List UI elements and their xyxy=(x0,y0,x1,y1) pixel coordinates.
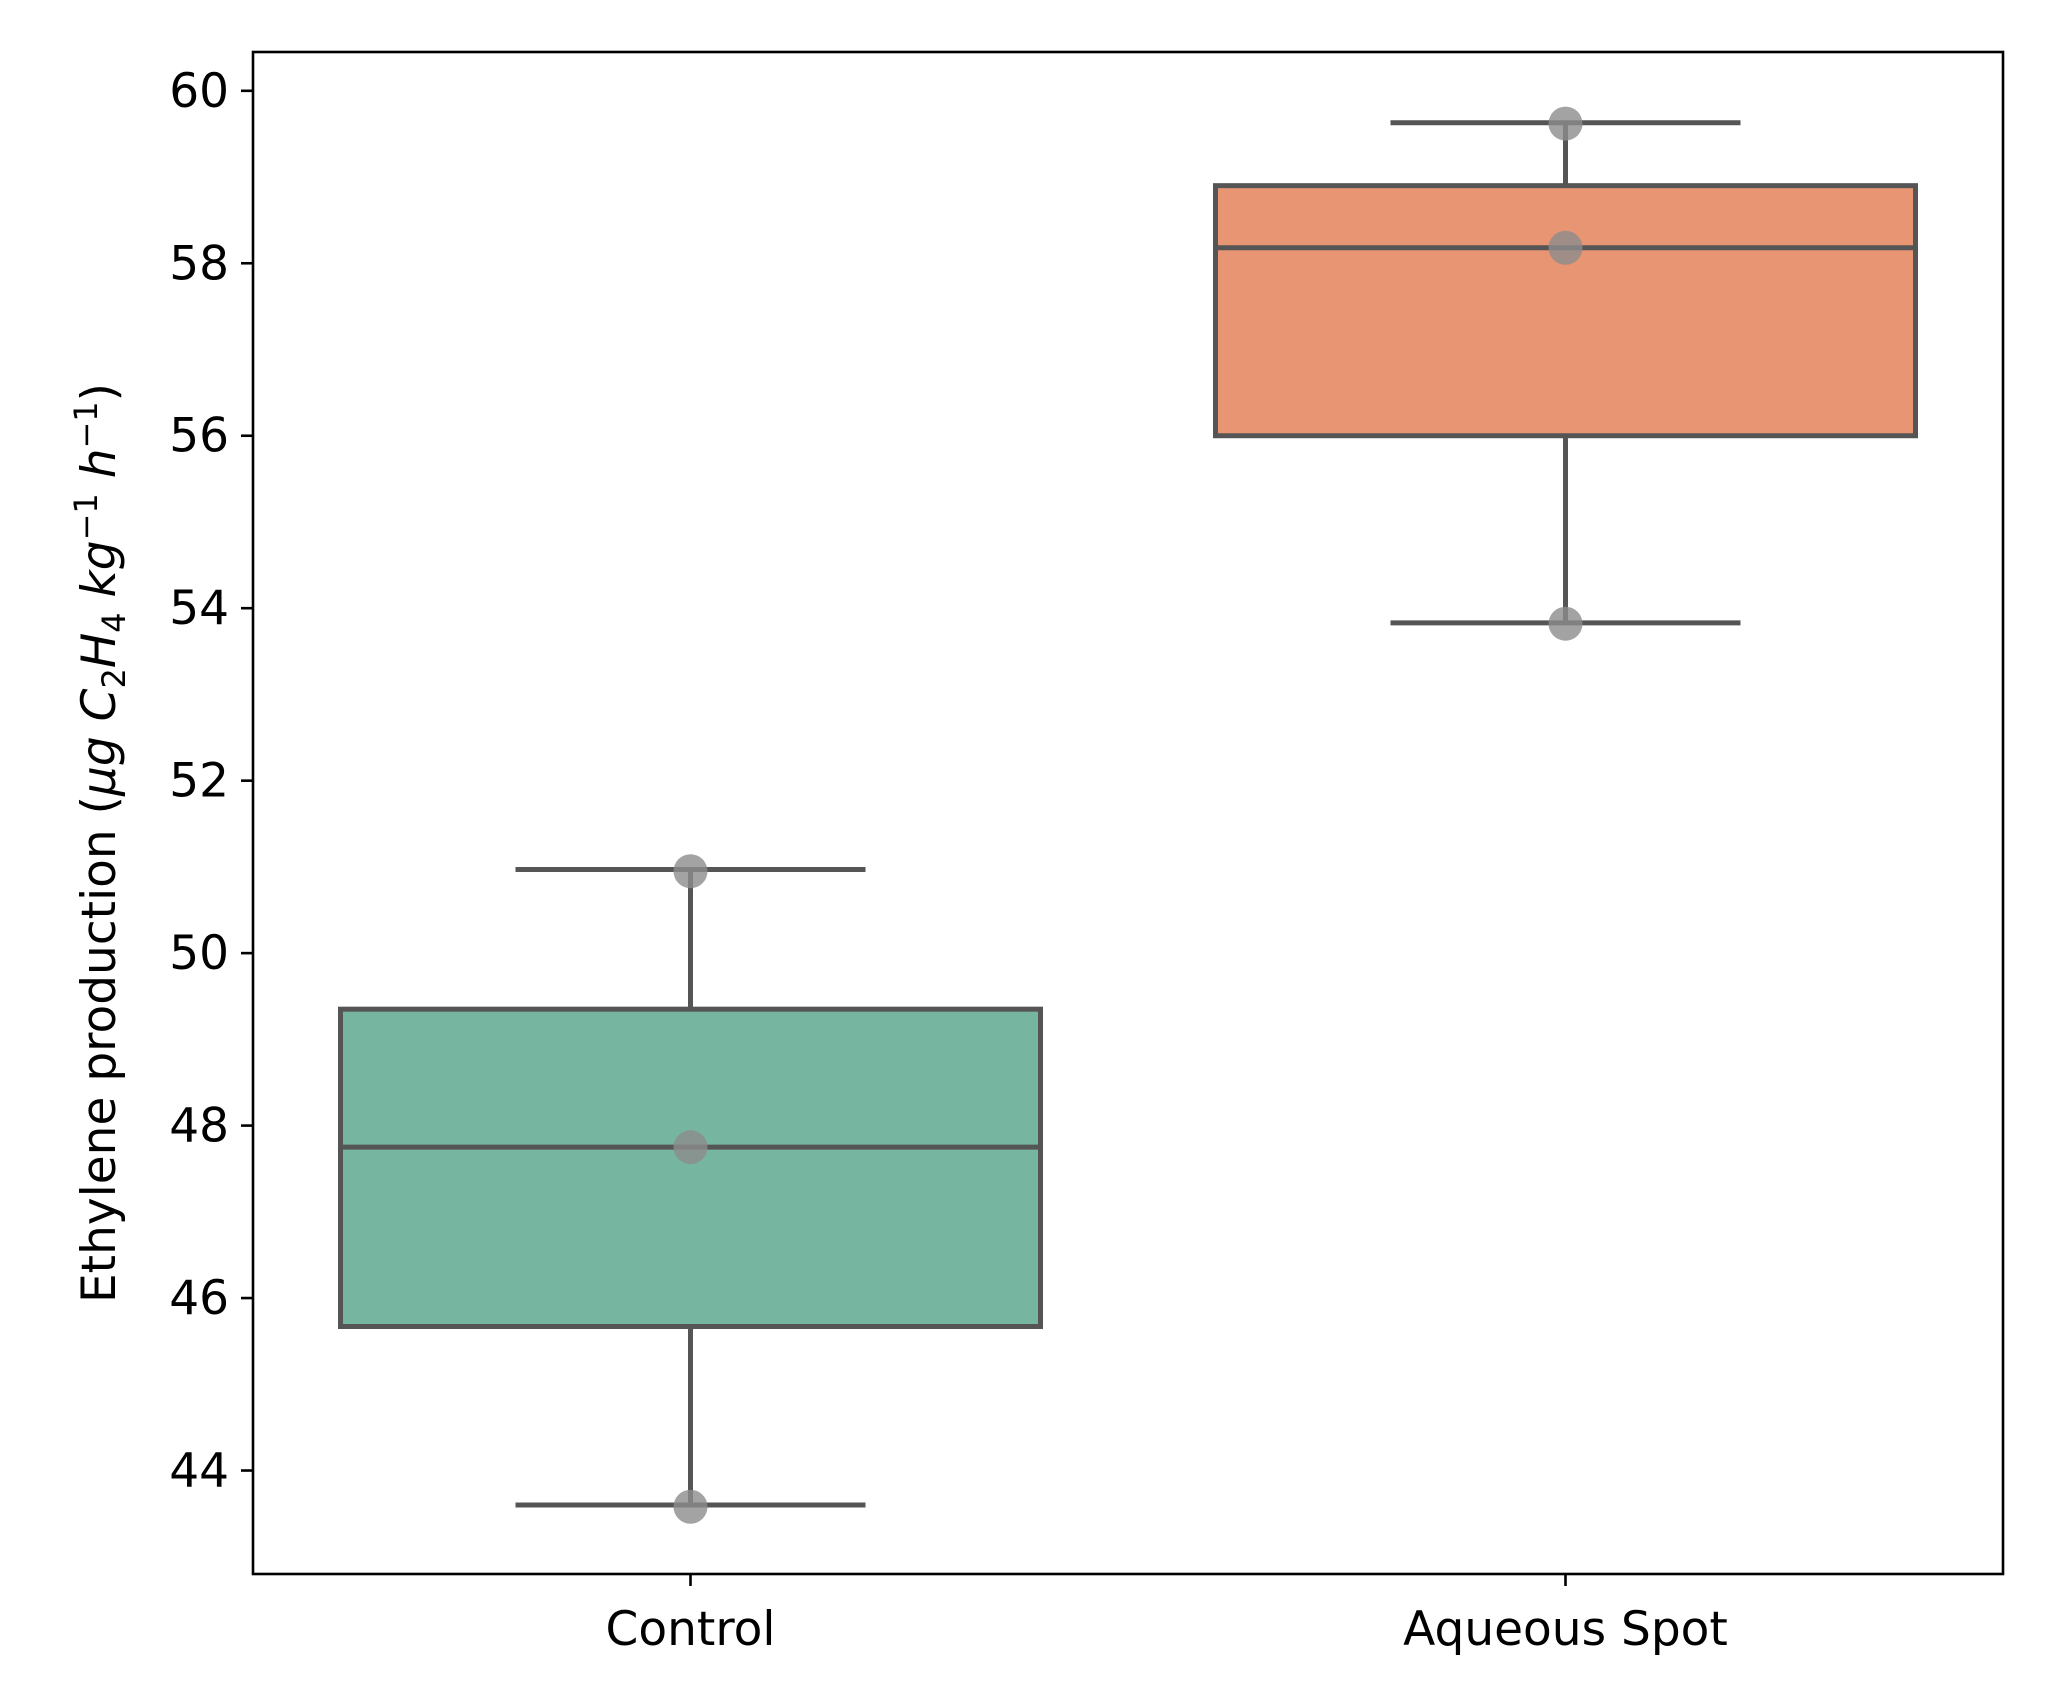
y-tick-label: 46 xyxy=(169,1271,229,1326)
x-axis: Control Aqueous Spot xyxy=(606,1574,1728,1657)
y-axis-label: Ethylene production (μg C2H4 kg−1 h−1) xyxy=(67,383,133,1303)
iqr-box-control xyxy=(338,1006,1043,1330)
data-point xyxy=(673,854,708,889)
y-tick-label: 56 xyxy=(169,409,229,464)
data-point xyxy=(1548,230,1583,265)
data-point xyxy=(1548,606,1583,641)
points-layer xyxy=(673,106,1583,1524)
data-point xyxy=(673,1489,708,1524)
box-aqueous-spot xyxy=(1213,120,1918,626)
boxes-layer xyxy=(338,120,1918,1508)
y-axis: 44 46 48 50 52 54 56 58 60 xyxy=(169,64,253,1499)
y-tick-label: 52 xyxy=(169,754,229,809)
x-tick-label: Aqueous Spot xyxy=(1403,1602,1728,1657)
iqr-box-aqueous-spot xyxy=(1213,183,1918,439)
box-control xyxy=(338,866,1043,1508)
data-point xyxy=(1548,106,1583,141)
y-tick-label: 60 xyxy=(169,64,229,119)
data-point xyxy=(673,1130,708,1165)
y-tick-label: 44 xyxy=(169,1444,229,1499)
y-tick-label: 54 xyxy=(169,581,229,636)
y-tick-label: 48 xyxy=(169,1099,229,1154)
x-tick-label: Control xyxy=(606,1602,776,1657)
plot-frame xyxy=(251,50,2005,1576)
y-tick-label: 50 xyxy=(169,926,229,981)
y-tick-label: 58 xyxy=(169,236,229,291)
